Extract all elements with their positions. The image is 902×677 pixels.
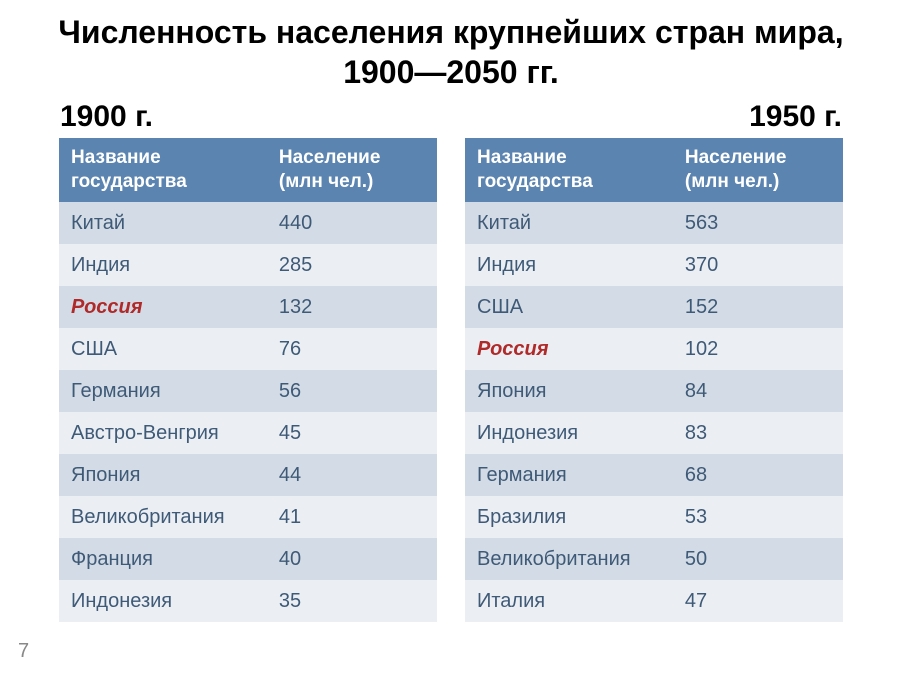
slide-title: Численность населения крупнейших стран м… bbox=[0, 0, 902, 100]
year-right: 1950 г. bbox=[749, 100, 842, 134]
cell-population: 56 bbox=[267, 370, 437, 412]
cell-country: Германия bbox=[465, 454, 673, 496]
table-row: Австро-Венгрия45 bbox=[59, 412, 437, 454]
table-row: Япония84 bbox=[465, 370, 843, 412]
cell-country: Германия bbox=[59, 370, 267, 412]
cell-population: 83 bbox=[673, 412, 843, 454]
table-row: Бразилия53 bbox=[465, 496, 843, 538]
table-row: Япония44 bbox=[59, 454, 437, 496]
cell-population: 370 bbox=[673, 244, 843, 286]
cell-population: 440 bbox=[267, 202, 437, 244]
cell-country: США bbox=[465, 286, 673, 328]
cell-population: 53 bbox=[673, 496, 843, 538]
table-row: Индия370 bbox=[465, 244, 843, 286]
tables-container: Название государства Население (млн чел.… bbox=[0, 138, 902, 622]
table-1950: Название государства Население (млн чел.… bbox=[465, 138, 843, 622]
cell-population: 76 bbox=[267, 328, 437, 370]
table-1900: Название государства Население (млн чел.… bbox=[59, 138, 437, 622]
cell-country: Япония bbox=[59, 454, 267, 496]
cell-population: 44 bbox=[267, 454, 437, 496]
cell-country: США bbox=[59, 328, 267, 370]
cell-country: Великобритания bbox=[59, 496, 267, 538]
table-row: США152 bbox=[465, 286, 843, 328]
cell-population: 45 bbox=[267, 412, 437, 454]
table-row: Франция40 bbox=[59, 538, 437, 580]
cell-population: 152 bbox=[673, 286, 843, 328]
table-row: Индонезия35 bbox=[59, 580, 437, 622]
cell-population: 132 bbox=[267, 286, 437, 328]
table-row: Великобритания50 bbox=[465, 538, 843, 580]
cell-country: Австро-Венгрия bbox=[59, 412, 267, 454]
cell-population: 50 bbox=[673, 538, 843, 580]
col-header-country: Название государства bbox=[465, 138, 673, 202]
year-left: 1900 г. bbox=[60, 100, 153, 134]
table-row: Германия56 bbox=[59, 370, 437, 412]
table-row: Китай563 bbox=[465, 202, 843, 244]
cell-country: Россия bbox=[465, 328, 673, 370]
table-row: Индонезия83 bbox=[465, 412, 843, 454]
cell-population: 47 bbox=[673, 580, 843, 622]
cell-population: 35 bbox=[267, 580, 437, 622]
cell-population: 563 bbox=[673, 202, 843, 244]
table-row: Россия132 bbox=[59, 286, 437, 328]
cell-country: Индонезия bbox=[59, 580, 267, 622]
cell-country: Индия bbox=[465, 244, 673, 286]
cell-population: 102 bbox=[673, 328, 843, 370]
cell-country: Индонезия bbox=[465, 412, 673, 454]
cell-population: 84 bbox=[673, 370, 843, 412]
cell-country: Италия bbox=[465, 580, 673, 622]
table-row: Великобритания41 bbox=[59, 496, 437, 538]
year-labels-row: 1900 г. 1950 г. bbox=[0, 100, 902, 138]
table-row: Китай440 bbox=[59, 202, 437, 244]
cell-country: Индия bbox=[59, 244, 267, 286]
table-row: Германия68 bbox=[465, 454, 843, 496]
table-1900-body: Китай440Индия285Россия132США76Германия56… bbox=[59, 202, 437, 622]
cell-country: Великобритания bbox=[465, 538, 673, 580]
cell-country: Бразилия bbox=[465, 496, 673, 538]
page-number: 7 bbox=[18, 640, 29, 663]
table-row: Россия102 bbox=[465, 328, 843, 370]
table-1950-body: Китай563Индия370США152Россия102Япония84И… bbox=[465, 202, 843, 622]
cell-country: Китай bbox=[465, 202, 673, 244]
cell-country: Россия bbox=[59, 286, 267, 328]
col-header-country: Название государства bbox=[59, 138, 267, 202]
cell-population: 40 bbox=[267, 538, 437, 580]
col-header-population: Население (млн чел.) bbox=[267, 138, 437, 202]
cell-country: Китай bbox=[59, 202, 267, 244]
cell-population: 285 bbox=[267, 244, 437, 286]
cell-population: 41 bbox=[267, 496, 437, 538]
cell-country: Франция bbox=[59, 538, 267, 580]
col-header-population: Население (млн чел.) bbox=[673, 138, 843, 202]
table-row: США76 bbox=[59, 328, 437, 370]
cell-population: 68 bbox=[673, 454, 843, 496]
table-row: Италия47 bbox=[465, 580, 843, 622]
cell-country: Япония bbox=[465, 370, 673, 412]
table-row: Индия285 bbox=[59, 244, 437, 286]
